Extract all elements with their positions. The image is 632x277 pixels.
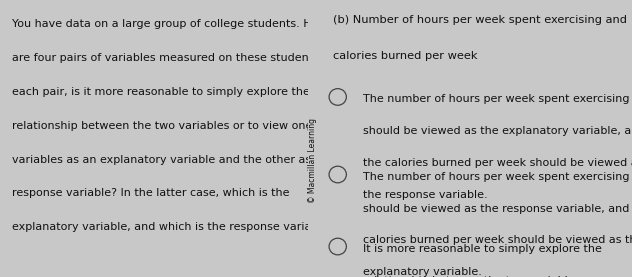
Text: You have data on a large group of college students. Here: You have data on a large group of colleg… [13, 19, 330, 29]
Text: the response variable.: the response variable. [363, 190, 487, 200]
Text: The number of hours per week spent exercising: The number of hours per week spent exerc… [363, 172, 629, 182]
Text: calories burned per week should be viewed as the: calories burned per week should be viewe… [363, 235, 632, 245]
Text: each pair, is it more reasonable to simply explore the: each pair, is it more reasonable to simp… [13, 87, 310, 97]
Text: relationship between the two variables.: relationship between the two variables. [363, 276, 584, 277]
Text: variables as an explanatory variable and the other as a: variables as an explanatory variable and… [13, 155, 322, 165]
Text: are four pairs of variables measured on these students. For: are four pairs of variables measured on … [13, 53, 344, 63]
Text: should be viewed as the response variable, and the: should be viewed as the response variabl… [363, 204, 632, 214]
Text: should be viewed as the explanatory variable, and: should be viewed as the explanatory vari… [363, 126, 632, 136]
Text: (b) Number of hours per week spent exercising and: (b) Number of hours per week spent exerc… [333, 15, 627, 25]
Text: relationship between the two variables or to view one of the: relationship between the two variables o… [13, 121, 349, 131]
Text: explanatory variable, and which is the response variable?: explanatory variable, and which is the r… [13, 222, 334, 232]
Text: It is more reasonable to simply explore the: It is more reasonable to simply explore … [363, 244, 602, 254]
Text: the calories burned per week should be viewed as: the calories burned per week should be v… [363, 158, 632, 168]
Text: © Macmillan Learning: © Macmillan Learning [308, 118, 317, 203]
Text: calories burned per week: calories burned per week [333, 51, 478, 61]
Text: The number of hours per week spent exercising: The number of hours per week spent exerc… [363, 94, 629, 104]
Text: response variable? In the latter case, which is the: response variable? In the latter case, w… [13, 188, 290, 198]
Text: explanatory variable.: explanatory variable. [363, 267, 482, 277]
